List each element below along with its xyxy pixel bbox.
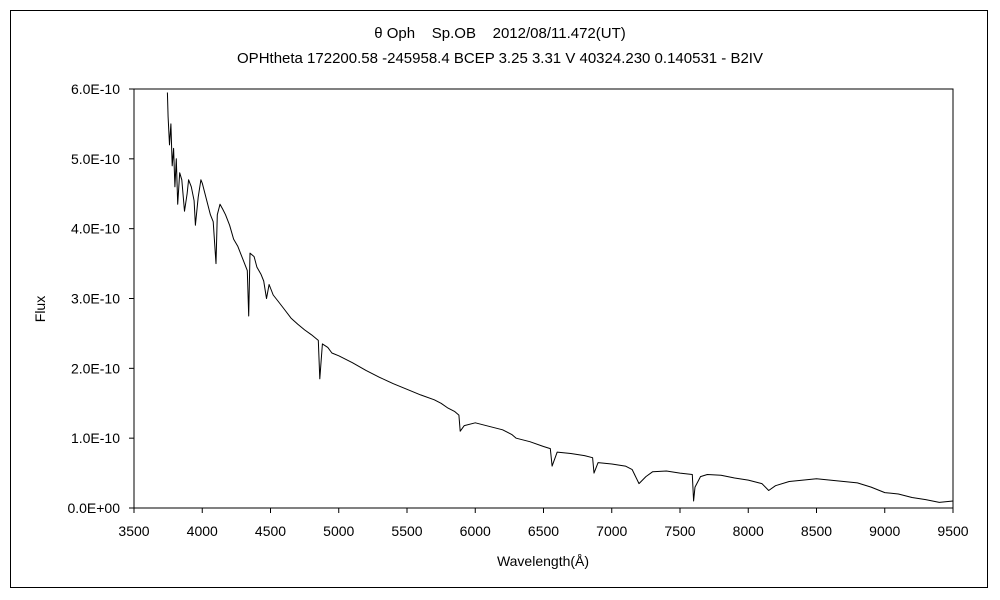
y-tick-label: 0.0E+00 — [67, 500, 120, 516]
chart-frame — [10, 10, 988, 588]
x-tick-label: 7000 — [596, 523, 627, 539]
y-tick-label: 2.0E-10 — [71, 360, 120, 376]
x-tick-label: 8000 — [733, 523, 764, 539]
x-tick-label: 9500 — [937, 523, 968, 539]
y-axis-ticks: 0.0E+00 1.0E-10 2.0E-10 3.0E-10 4.0E-10 5.0E-… — [67, 81, 134, 516]
x-tick-label: 6000 — [460, 523, 491, 539]
y-tick-label: 4.0E-10 — [71, 221, 120, 237]
x-tick-label: 9000 — [869, 523, 900, 539]
y-axis-label: Flux — [32, 296, 48, 322]
chart-title: θ Oph Sp.OB 2012/08/11.472(UT) — [374, 25, 626, 42]
y-tick-label: 1.0E-10 — [71, 430, 120, 446]
series-group — [166, 92, 954, 503]
x-tick-label: 7500 — [664, 523, 695, 539]
x-tick-label: 5000 — [323, 523, 354, 539]
plot-area — [133, 88, 954, 509]
y-tick-label: 6.0E-10 — [71, 81, 120, 97]
x-tick-label: 5500 — [391, 523, 422, 539]
x-axis-label: Wavelength(Å) — [497, 553, 589, 569]
spectrum-line — [166, 92, 954, 503]
y-tick-label: 3.0E-10 — [71, 291, 120, 307]
x-axis-ticks: 3500 4000 4500 5000 5500 6000 6500 7000 7500 8000… — [118, 508, 969, 539]
y-tick-label: 5.0E-10 — [71, 151, 120, 167]
x-tick-label: 3500 — [118, 523, 149, 539]
x-tick-label: 4000 — [187, 523, 218, 539]
x-tick-label: 6500 — [528, 523, 559, 539]
chart-subtitle: OPHtheta 172200.58 -245958.4 BCEP 3.25 3… — [237, 50, 763, 67]
x-tick-label: 8500 — [801, 523, 832, 539]
x-tick-label: 4500 — [255, 523, 286, 539]
